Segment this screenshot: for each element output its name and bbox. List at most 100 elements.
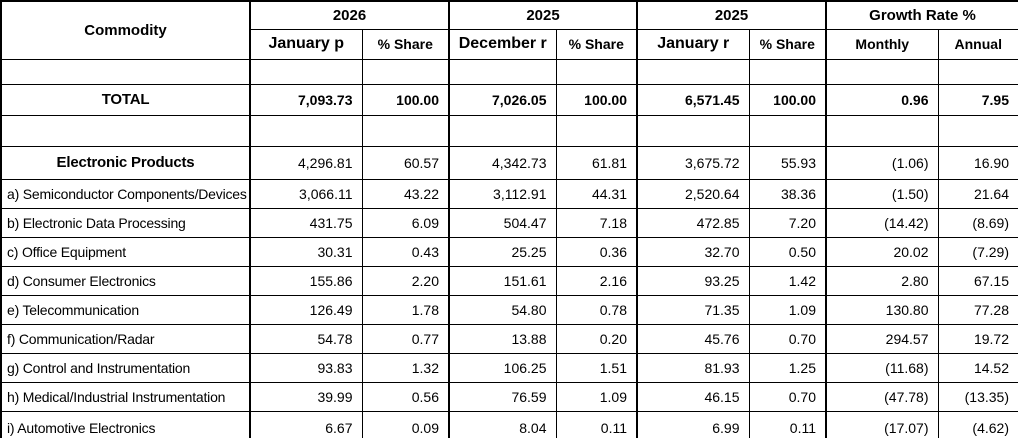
value-cell: 1.42 (748, 265, 827, 296)
value-cell: 93.25 (636, 265, 750, 296)
header-month-row: January p % Share December r % Share Jan… (1, 28, 1018, 60)
value-cell: 93.83 (249, 352, 363, 383)
value-cell: 130.80 (825, 294, 939, 325)
table-row: a) Semiconductor Components/Devices 3,066… (0, 178, 1018, 209)
value-cell: 6.99 (636, 410, 750, 438)
value-cell: (47.78) (825, 381, 939, 412)
value-cell: 7.18 (555, 207, 638, 238)
value-cell: 155.86 (249, 265, 363, 296)
table-row: Electronic Products 4,296.81 60.57 4,342.73… (0, 145, 1018, 180)
header-year-2025-dec: 2025 (448, 0, 638, 30)
value-cell: 0.11 (555, 410, 638, 438)
commodity-cell (0, 114, 251, 147)
value-cell: 0.11 (748, 410, 827, 438)
value-cell: 39.99 (249, 381, 363, 412)
table-row: h) Medical/Industrial Instrumentation 39.… (0, 381, 1018, 412)
value-cell: 0.78 (555, 294, 638, 325)
value-cell: 6.09 (361, 207, 450, 238)
value-cell: 1.32 (361, 352, 450, 383)
value-cell: 0.20 (555, 323, 638, 354)
value-cell: 1.51 (555, 352, 638, 383)
value-cell: 1.78 (361, 294, 450, 325)
header-col-january-p: January p (249, 28, 363, 60)
value-cell: 0.09 (361, 410, 450, 438)
value-cell: (1.50) (825, 178, 939, 209)
value-cell: 4,296.81 (249, 145, 363, 180)
header-col-share-2: % Share (555, 28, 638, 60)
value-cell: 0.70 (748, 381, 827, 412)
header-year-row: Commodity 2026 2025 2025 Growth Rate % (0, 0, 1018, 60)
table-row: e) Telecommunication 126.49 1.78 54.80 0.78 7… (0, 294, 1018, 325)
value-cell: 13.88 (448, 323, 557, 354)
header-col-share-3: % Share (748, 28, 827, 60)
value-cell (361, 114, 450, 147)
value-cell: 38.36 (748, 178, 827, 209)
value-cell (361, 58, 450, 85)
value-cell: 2,520.64 (636, 178, 750, 209)
value-cell: 81.93 (636, 352, 750, 383)
value-cell: 0.50 (748, 236, 827, 267)
commodity-cell: b) Electronic Data Processing (0, 207, 251, 238)
value-cell: 431.75 (249, 207, 363, 238)
value-cell: 2.20 (361, 265, 450, 296)
commodity-cell: TOTAL (0, 83, 251, 116)
value-cell: 45.76 (636, 323, 750, 354)
value-cell: 44.31 (555, 178, 638, 209)
table-row: TOTAL 7,093.73 100.00 7,026.05 100.00 6,571.4… (0, 83, 1018, 116)
value-cell: 3,066.11 (249, 178, 363, 209)
table-header: Commodity 2026 2025 2025 Growth Rate % J… (0, 0, 1018, 60)
value-cell: 16.90 (937, 145, 1018, 180)
value-cell: 7.20 (748, 207, 827, 238)
value-cell: 2.80 (825, 265, 939, 296)
value-cell: 21.64 (937, 178, 1018, 209)
value-cell (748, 58, 827, 85)
value-cell: 0.70 (748, 323, 827, 354)
header-col-december-r: December r (448, 28, 557, 60)
value-cell: 151.61 (448, 265, 557, 296)
value-cell: 54.80 (448, 294, 557, 325)
commodity-cell: c) Office Equipment (0, 236, 251, 267)
value-cell: 1.09 (748, 294, 827, 325)
value-cell: 2.16 (555, 265, 638, 296)
value-cell: (7.29) (937, 236, 1018, 267)
value-cell: 1.09 (555, 381, 638, 412)
commodity-cell: a) Semiconductor Components/Devices (0, 178, 251, 209)
header-col-share-1: % Share (361, 28, 450, 60)
value-cell: 100.00 (555, 83, 638, 116)
table-row: i) Automotive Electronics 6.67 0.09 8.04 0.1… (0, 410, 1018, 438)
value-cell: 0.77 (361, 323, 450, 354)
header-commodity: Commodity (0, 0, 251, 60)
commodity-cell: f) Communication/Radar (0, 323, 251, 354)
value-cell (636, 58, 750, 85)
value-cell (448, 114, 557, 147)
value-cell: 294.57 (825, 323, 939, 354)
value-cell: 43.22 (361, 178, 450, 209)
value-cell: (14.42) (825, 207, 939, 238)
value-cell (636, 114, 750, 147)
value-cell (249, 58, 363, 85)
value-cell: 61.81 (555, 145, 638, 180)
value-cell: 0.36 (555, 236, 638, 267)
table-row: b) Electronic Data Processing 431.75 6.09 5… (0, 207, 1018, 238)
value-cell: 0.43 (361, 236, 450, 267)
value-cell: 76.59 (448, 381, 557, 412)
value-cell: 504.47 (448, 207, 557, 238)
value-cell: 7,026.05 (448, 83, 557, 116)
value-cell: 20.02 (825, 236, 939, 267)
header-year-2025-jan: 2025 (636, 0, 827, 30)
spacer-row (0, 114, 1018, 147)
header-col-monthly: Monthly (825, 28, 939, 60)
value-cell: 7,093.73 (249, 83, 363, 116)
value-cell: 4,342.73 (448, 145, 557, 180)
value-cell: 19.72 (937, 323, 1018, 354)
value-cell (555, 114, 638, 147)
value-cell: (13.35) (937, 381, 1018, 412)
value-cell: 32.70 (636, 236, 750, 267)
value-cell (937, 114, 1018, 147)
commodity-cell: h) Medical/Industrial Instrumentation (0, 381, 251, 412)
header-year-2026: 2026 (249, 0, 450, 30)
value-cell (748, 114, 827, 147)
header-growth-rate: Growth Rate % (825, 0, 1018, 30)
commodity-cell: g) Control and Instrumentation (0, 352, 251, 383)
value-cell: 14.52 (937, 352, 1018, 383)
